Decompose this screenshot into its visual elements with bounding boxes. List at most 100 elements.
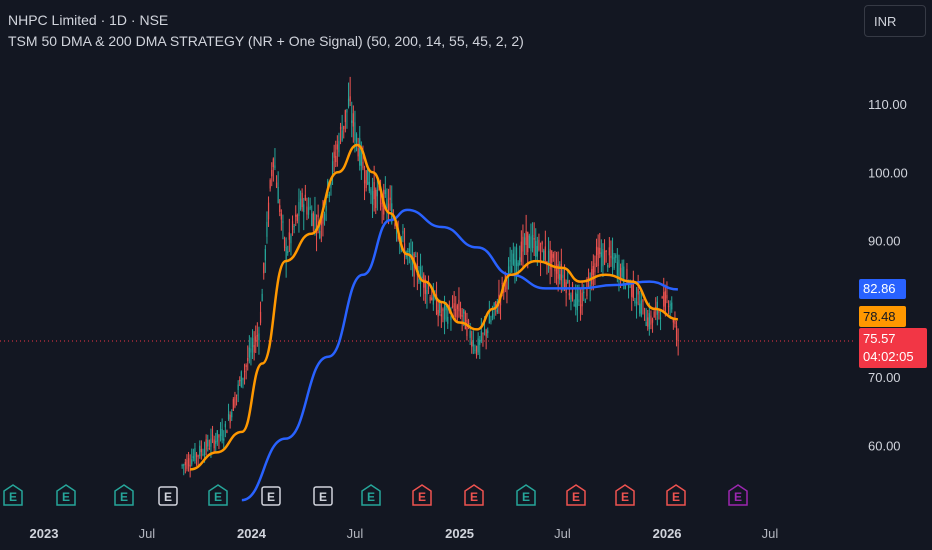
candle bbox=[315, 214, 318, 252]
candle bbox=[402, 224, 404, 243]
candle bbox=[231, 409, 233, 422]
candle bbox=[259, 301, 262, 326]
candle bbox=[351, 101, 353, 138]
candle bbox=[301, 188, 303, 212]
candle bbox=[250, 337, 252, 366]
candle bbox=[219, 422, 222, 442]
candle bbox=[243, 363, 246, 385]
candle bbox=[296, 213, 298, 224]
candle bbox=[523, 233, 526, 256]
earnings-marker[interactable]: E bbox=[728, 484, 748, 506]
candle bbox=[567, 270, 569, 284]
earnings-marker[interactable]: E bbox=[464, 484, 484, 506]
candle bbox=[227, 403, 230, 421]
candle bbox=[370, 187, 372, 204]
candle bbox=[277, 171, 279, 204]
candle bbox=[299, 190, 302, 211]
candle bbox=[525, 214, 527, 255]
candle bbox=[287, 245, 289, 256]
candle bbox=[650, 310, 652, 330]
candle bbox=[472, 330, 474, 355]
candle bbox=[363, 165, 366, 201]
candle bbox=[568, 279, 570, 300]
candle bbox=[663, 277, 665, 313]
candle bbox=[184, 458, 186, 474]
candle bbox=[285, 237, 287, 278]
currency-button[interactable]: INR bbox=[864, 5, 926, 37]
candle bbox=[599, 232, 601, 259]
x-tick-label: Jul bbox=[554, 526, 571, 541]
candle bbox=[608, 237, 610, 268]
candle bbox=[421, 265, 423, 280]
candle bbox=[395, 227, 398, 242]
candle bbox=[426, 283, 428, 309]
candle bbox=[371, 177, 374, 218]
candle bbox=[189, 454, 191, 478]
candle bbox=[271, 162, 273, 187]
candle bbox=[632, 270, 634, 302]
candle bbox=[635, 287, 638, 319]
candle bbox=[519, 245, 521, 266]
candle bbox=[352, 105, 354, 143]
candle bbox=[267, 196, 270, 227]
candle bbox=[263, 262, 265, 280]
candle bbox=[240, 370, 242, 388]
earnings-marker[interactable]: E bbox=[666, 484, 686, 506]
candle bbox=[605, 249, 607, 263]
candle bbox=[232, 397, 234, 411]
candle bbox=[613, 252, 615, 271]
candle bbox=[549, 240, 551, 285]
candle bbox=[600, 239, 602, 273]
earnings-marker[interactable]: E bbox=[3, 484, 23, 506]
candle bbox=[437, 301, 439, 327]
earnings-marker[interactable]: E bbox=[566, 484, 586, 506]
candle bbox=[480, 317, 482, 344]
candle bbox=[202, 448, 204, 457]
earnings-marker[interactable]: E bbox=[261, 486, 281, 506]
strategy-legend[interactable]: TSM 50 DMA & 200 DMA STRATEGY (NR + One … bbox=[8, 33, 524, 49]
candle bbox=[375, 187, 377, 215]
earnings-marker[interactable]: E bbox=[361, 484, 381, 506]
candle bbox=[211, 425, 214, 444]
candle bbox=[595, 238, 598, 268]
y-tick-label: 100.00 bbox=[868, 165, 908, 180]
earnings-glyph: E bbox=[120, 490, 128, 504]
earnings-marker[interactable]: E bbox=[516, 484, 536, 506]
candle bbox=[565, 279, 567, 307]
candle bbox=[314, 196, 316, 236]
candle bbox=[311, 205, 313, 227]
symbol-title[interactable]: NHPC Limited · 1D · NSE bbox=[8, 12, 169, 28]
earnings-marker[interactable]: E bbox=[114, 484, 134, 506]
x-axis: 2023 Jul 2024 Jul 2025 Jul 2026 Jul bbox=[30, 526, 779, 541]
candle bbox=[639, 290, 641, 317]
earnings-marker[interactable]: E bbox=[412, 484, 432, 506]
candle bbox=[323, 211, 326, 226]
candle bbox=[603, 239, 606, 266]
earnings-marker[interactable]: E bbox=[208, 484, 228, 506]
candle bbox=[658, 309, 660, 320]
candle bbox=[479, 335, 481, 360]
candle bbox=[291, 215, 294, 236]
candle bbox=[365, 170, 367, 192]
candle bbox=[344, 109, 346, 133]
earnings-marker[interactable]: E bbox=[56, 484, 76, 506]
candle bbox=[453, 291, 455, 318]
candle bbox=[266, 211, 268, 244]
candle bbox=[594, 255, 596, 286]
candle bbox=[597, 234, 599, 273]
earnings-marker[interactable]: E bbox=[313, 486, 333, 506]
candle bbox=[611, 237, 614, 276]
candle bbox=[557, 251, 559, 292]
candle bbox=[570, 292, 572, 311]
moving-averages-group bbox=[189, 143, 678, 502]
earnings-glyph: E bbox=[572, 490, 580, 504]
dma50-price-tag: 78.48 bbox=[859, 306, 906, 327]
earnings-marker[interactable]: E bbox=[158, 486, 178, 506]
candle bbox=[512, 242, 514, 266]
candle bbox=[186, 454, 188, 472]
candle bbox=[631, 281, 633, 311]
candle bbox=[447, 308, 449, 329]
earnings-marker[interactable]: E bbox=[615, 484, 635, 506]
candle bbox=[610, 240, 612, 267]
